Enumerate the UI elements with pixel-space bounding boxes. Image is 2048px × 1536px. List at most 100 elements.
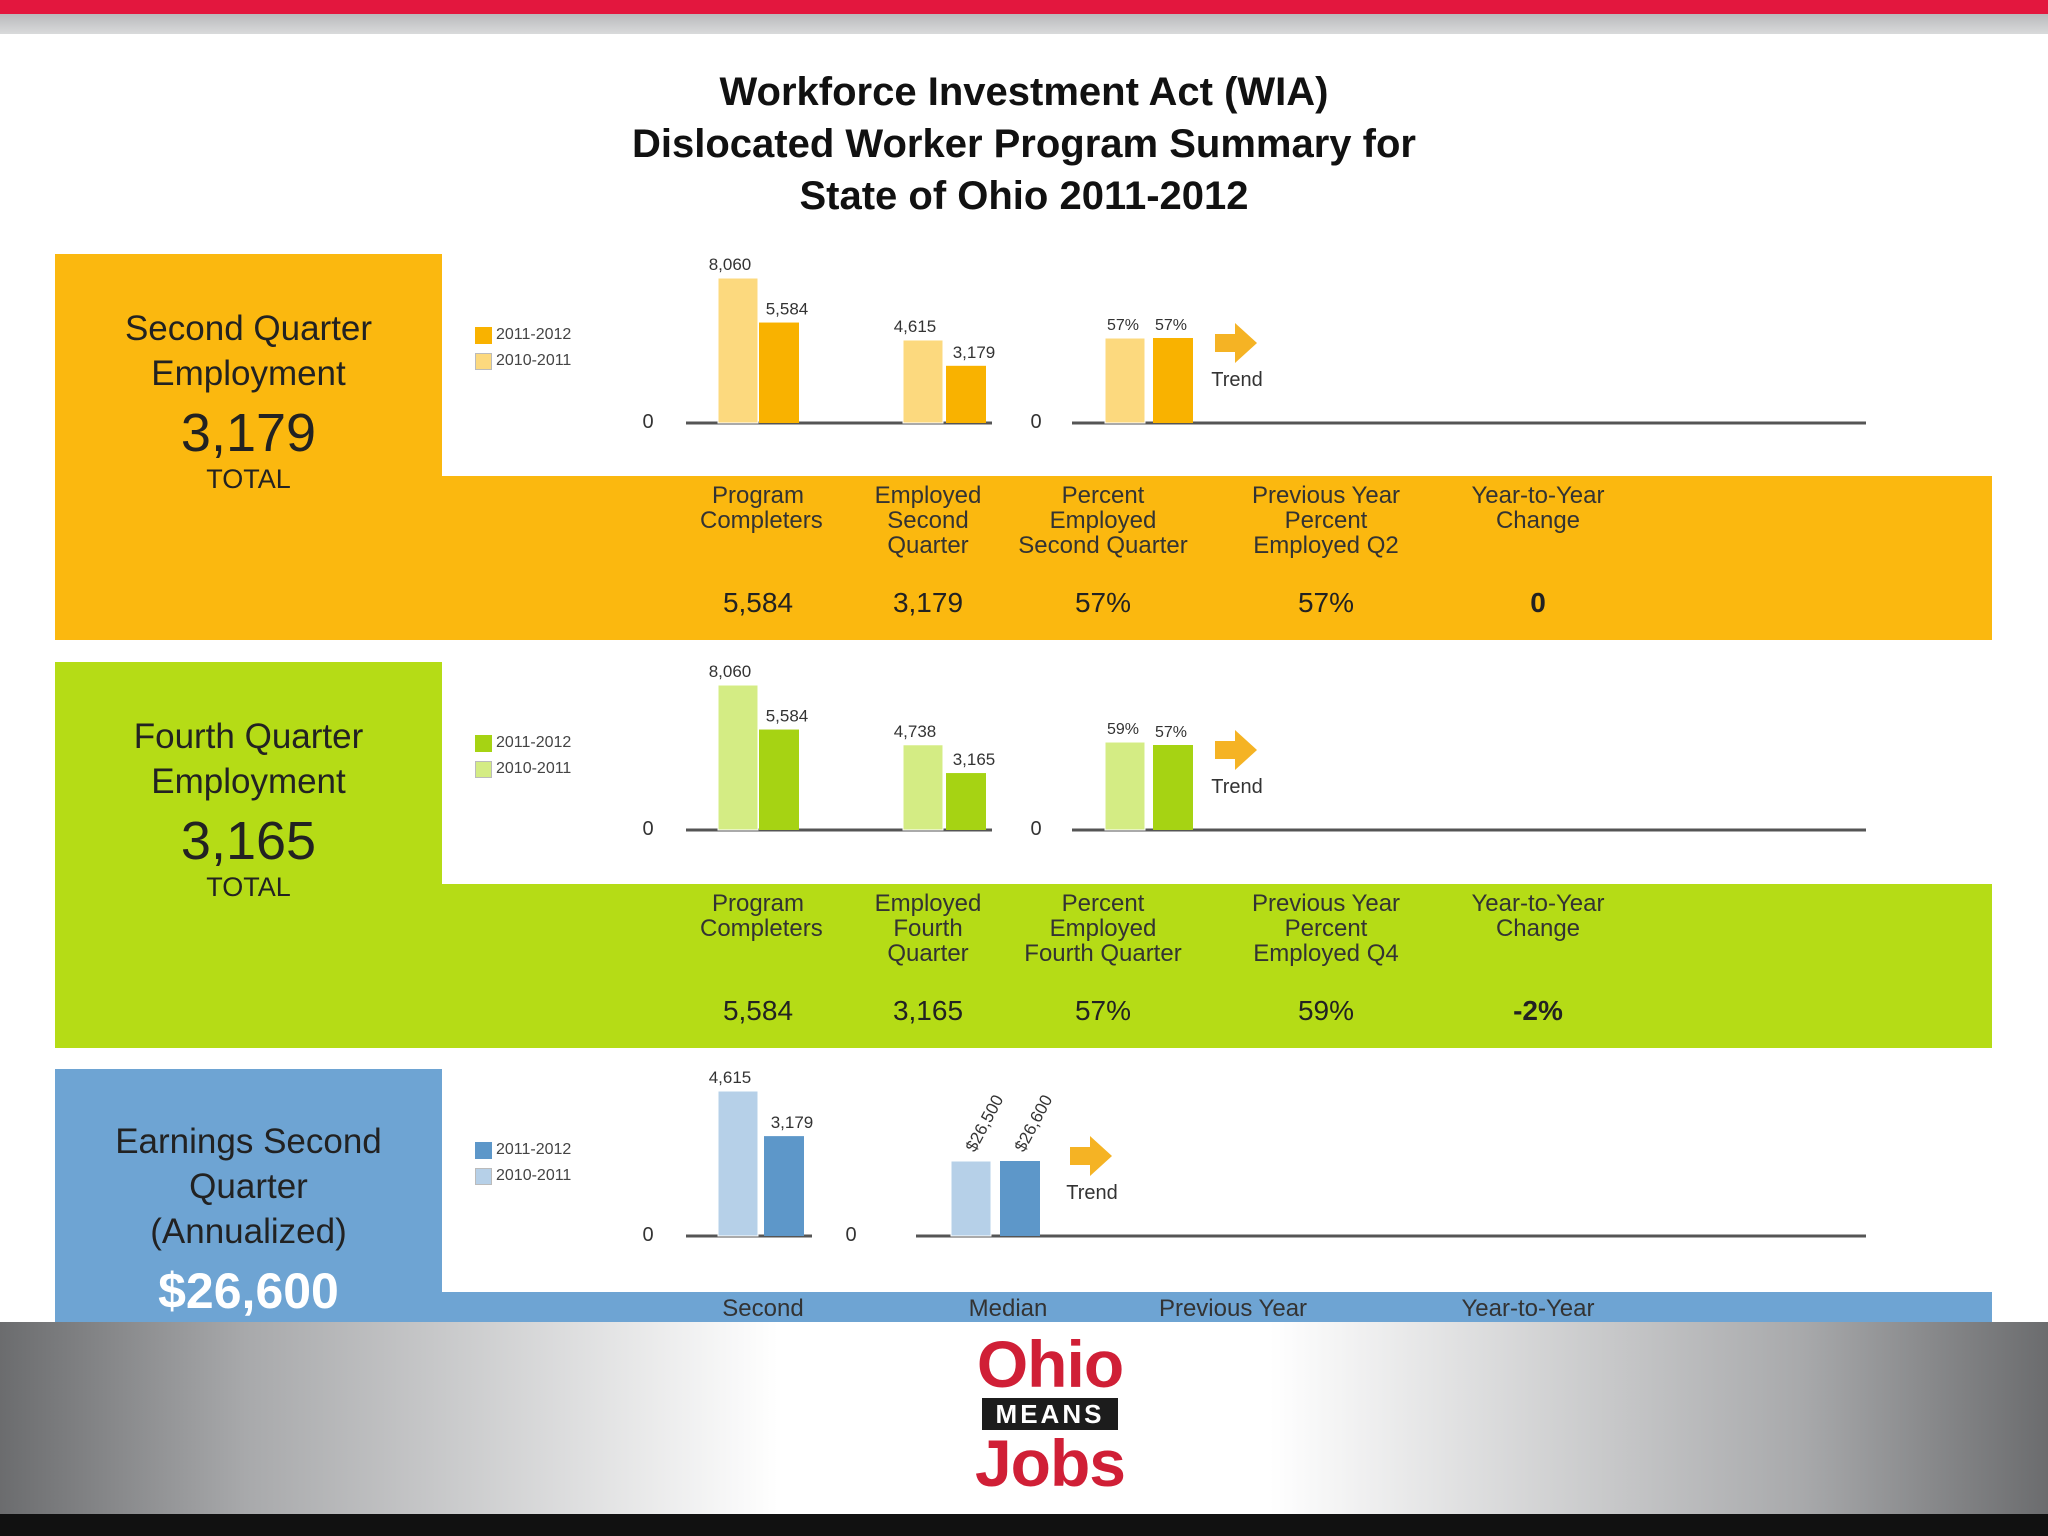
- bar-2010-2011: [1104, 741, 1146, 831]
- metric-header-line: Employed Q2: [1253, 532, 1399, 559]
- legend-item: 2011-2012: [475, 730, 571, 756]
- summary-big-value: 3,165: [180, 811, 317, 871]
- earn-metrics-strip: [442, 1292, 1992, 1322]
- chart-zero-label: 0: [1030, 818, 1041, 840]
- earn-summary-box: [55, 1069, 442, 1322]
- q2-summary-text: Second Quarter Employment 3,179 TOTAL: [55, 306, 442, 494]
- bar-2010-2011: [717, 277, 759, 424]
- metric-value: 57%: [1074, 995, 1132, 1026]
- bar-2010-2011: [950, 1160, 992, 1237]
- metric-value: 59%: [1297, 995, 1355, 1026]
- page-title: Workforce Investment Act (WIA) Dislocate…: [424, 66, 1624, 222]
- trend-label: Trend: [1211, 369, 1263, 391]
- metric-header-line: Completers: [700, 507, 823, 534]
- metric-header-line: Fourth: [893, 915, 963, 942]
- title-line-1: Workforce Investment Act (WIA): [719, 70, 1329, 114]
- bar-value-label: $26,600: [1011, 1092, 1057, 1155]
- metric-header-line: Year-to-Year: [1471, 890, 1605, 917]
- bar-value-label: 3,179: [953, 343, 996, 362]
- trend-arrow-icon: [1215, 323, 1257, 363]
- metric-header-line: Previous Year: [1251, 890, 1401, 917]
- metric-header-line: Change: [1495, 507, 1581, 534]
- trend-arrow-icon: [1070, 1136, 1112, 1176]
- metric-header-line: Program: [711, 482, 805, 509]
- metric-header-line: Previous Year: [1251, 482, 1401, 509]
- metric-header-line: Program: [711, 890, 805, 917]
- bar-2011-2012: [1153, 338, 1193, 423]
- metric-value: 5,584: [722, 587, 794, 618]
- bar-2010-2011: [717, 1090, 759, 1237]
- q4-metric-column: Percent Employed Fourth Quarter 57%: [1003, 891, 1203, 1038]
- legend-swatch: [475, 1167, 492, 1185]
- top-gray-bar: [0, 14, 2048, 34]
- legend-swatch: [475, 760, 492, 778]
- summary-total-label: TOTAL: [206, 872, 291, 902]
- metric-value: 0: [1530, 587, 1546, 618]
- summary-label-line-1: Earnings Second: [115, 1122, 382, 1161]
- legend-label: 2011-2012: [496, 326, 572, 343]
- metric-header-line: Employed: [1049, 507, 1157, 534]
- summary-label-line-1: Second Quarter: [124, 309, 373, 348]
- bar-value-label: 57%: [1107, 317, 1139, 334]
- earn-summary-text: Earnings Second Quarter (Annualized) $26,60…: [55, 1119, 442, 1322]
- q2-summary-box: [55, 254, 442, 640]
- legend-item: 2011-2012: [475, 1137, 571, 1163]
- metric-header-line: Percent: [1284, 507, 1368, 534]
- legend-item: 2010-2011: [475, 348, 571, 374]
- bar-2011-2012: [759, 729, 799, 830]
- metric-header-line: Median: [968, 1295, 1048, 1322]
- chart-zero-label: 0: [642, 411, 653, 433]
- trend-label: Trend: [1211, 776, 1263, 798]
- q4-summary-text: Fourth Quarter Employment 3,165 TOTAL: [55, 714, 442, 902]
- legend-label: 2010-2011: [496, 760, 572, 777]
- bar-value-label: 4,615: [709, 1068, 752, 1087]
- bar-2011-2012: [946, 773, 986, 830]
- metric-header-line: Percent: [1061, 482, 1145, 509]
- metric-header-line: Year-to-Year: [1461, 1295, 1595, 1322]
- bar-2011-2012: [759, 322, 799, 423]
- legend-swatch: [475, 352, 492, 370]
- summary-label-line-3: (Annualized): [150, 1212, 347, 1251]
- q2-metric-column: Year-to-Year Change 0: [1463, 483, 1613, 630]
- legend-item: 2011-2012: [475, 322, 571, 348]
- chart-zero-label: 0: [642, 1224, 653, 1246]
- q4-legend: 2011-2012 2010-2011: [475, 730, 571, 782]
- earn-metric-column: Year-to-Year: [1443, 1296, 1613, 1326]
- bar-2010-2011: [902, 744, 944, 831]
- q2-metric-column: Program Completers 5,584: [700, 482, 823, 630]
- summary-total-label: TOTAL: [206, 464, 291, 494]
- legend-item: 2010-2011: [475, 756, 571, 782]
- trend-arrow-icon: [1215, 730, 1257, 770]
- metric-value: 57%: [1074, 587, 1132, 618]
- metric-header-line: Employed: [874, 482, 982, 509]
- bar-value-label: 8,060: [709, 255, 752, 274]
- bar-value-label: 3,165: [953, 750, 996, 769]
- q2-metric-column: Employed Second Quarter 3,179: [863, 483, 993, 630]
- ohio-means-jobs-logo: Ohio MEANS Jobs: [930, 1330, 1170, 1496]
- summary-label-line-2: Employment: [151, 354, 346, 393]
- bar-2011-2012: [946, 365, 986, 423]
- title-line-3: State of Ohio 2011-2012: [799, 174, 1249, 218]
- q2-metric-column: Previous Year Percent Employed Q2 57%: [1238, 483, 1414, 630]
- logo-ohio: Ohio: [976, 1327, 1124, 1401]
- bar-2010-2011: [717, 684, 759, 831]
- q4-metric-column: Program Completers 5,584: [700, 890, 823, 1038]
- bar-value-label: 3,179: [771, 1113, 814, 1132]
- earn-legend: 2011-2012 2010-2011: [475, 1137, 571, 1189]
- bar-value-label: 5,584: [766, 707, 809, 726]
- legend-swatch: [475, 1141, 492, 1159]
- bar-2011-2012: [1000, 1161, 1040, 1236]
- bar-value-label: 57%: [1155, 317, 1187, 334]
- summary-big-value: $26,600: [158, 1263, 339, 1319]
- summary-big-value: 3,179: [180, 403, 317, 463]
- metric-header-line: Previous Year: [1158, 1295, 1308, 1322]
- logo-means: MEANS: [981, 1398, 1119, 1430]
- bar-2010-2011: [902, 339, 944, 424]
- q4-metrics-strip: [442, 884, 1992, 1048]
- earn-metric-column: Median: [956, 1296, 1061, 1326]
- metric-value: -2%: [1513, 995, 1563, 1026]
- summary-label-line-1: Fourth Quarter: [133, 717, 364, 756]
- q4-summary-box: [55, 662, 442, 1048]
- earn-metric-column: Previous Year: [1138, 1296, 1328, 1326]
- legend-label: 2011-2012: [496, 734, 572, 751]
